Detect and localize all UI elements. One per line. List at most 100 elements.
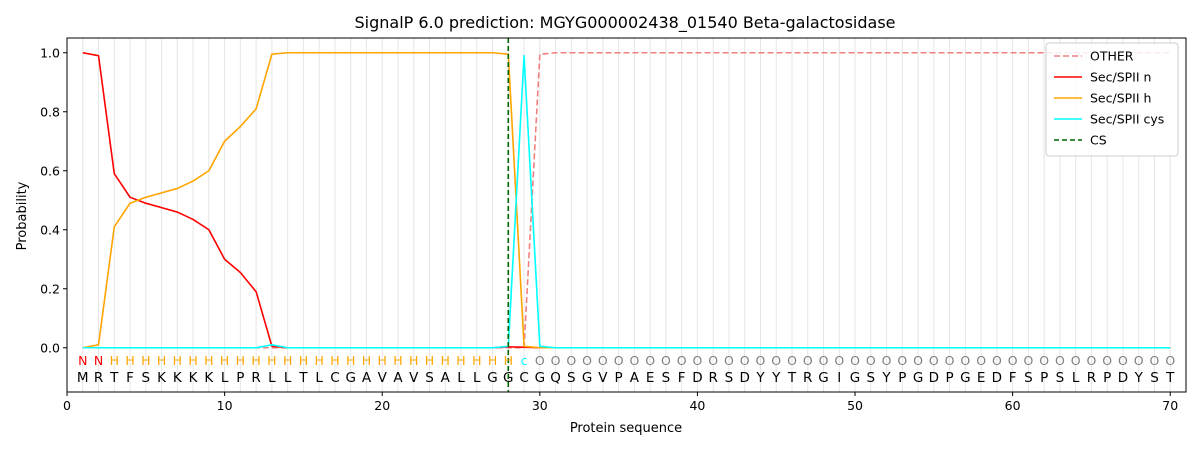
residue-letter: T xyxy=(298,370,308,386)
grid-layer xyxy=(82,38,1171,392)
region-label: O xyxy=(834,353,844,368)
residue-letter: P xyxy=(236,370,244,386)
region-label: O xyxy=(1055,353,1065,368)
residue-letter: K xyxy=(157,370,167,386)
region-label: O xyxy=(913,353,923,368)
residue-letter: D xyxy=(740,370,750,386)
x-tick-label: 0 xyxy=(63,398,71,413)
region-label: O xyxy=(1039,353,1049,368)
residue-letter: E xyxy=(646,370,655,386)
region-label: O xyxy=(850,353,860,368)
residue-letter: L xyxy=(473,370,481,386)
residue-letter: G xyxy=(913,370,923,386)
region-label: O xyxy=(1087,353,1097,368)
residue-letter: Y xyxy=(755,370,765,386)
residue-letter: L xyxy=(221,370,229,386)
region-label: H xyxy=(299,353,308,368)
residue-letter: R xyxy=(94,370,103,386)
residue-letter: S xyxy=(725,370,734,386)
region-label: O xyxy=(819,353,829,368)
y-axis-label: Probability xyxy=(15,181,30,250)
region-label: H xyxy=(157,353,166,368)
y-tick-label: 1.0 xyxy=(40,45,60,60)
region-label: H xyxy=(314,353,323,368)
residue-letter: D xyxy=(929,370,939,386)
residue-letter: Y xyxy=(1134,370,1144,386)
residue-letter: F xyxy=(1009,370,1017,386)
region-label: O xyxy=(960,353,970,368)
residue-letter: L xyxy=(1072,370,1080,386)
legend-label: OTHER xyxy=(1090,49,1134,64)
residue-letter: V xyxy=(409,370,419,386)
region-label: O xyxy=(976,353,986,368)
series-line-sec-spii-n xyxy=(82,51,1171,349)
legend-label: CS xyxy=(1090,133,1107,148)
region-label: O xyxy=(1134,353,1144,368)
residue-letter: S xyxy=(1056,370,1065,386)
residue-letter: R xyxy=(708,370,717,386)
y-tick-label: 0.2 xyxy=(40,281,60,296)
region-label: H xyxy=(236,353,245,368)
region-label: H xyxy=(393,353,402,368)
residue-letter: V xyxy=(378,370,388,386)
residue-letter: F xyxy=(678,370,686,386)
region-label: O xyxy=(1023,353,1033,368)
x-tick-label: 40 xyxy=(689,398,705,413)
residue-letter: P xyxy=(1103,370,1111,386)
region-label: O xyxy=(929,353,939,368)
region-label: O xyxy=(740,353,750,368)
region-label: H xyxy=(425,353,434,368)
region-label: H xyxy=(409,353,418,368)
residue-letter: A xyxy=(393,370,403,386)
legend-label: Sec/SPII n xyxy=(1090,70,1151,85)
region-label: H xyxy=(346,353,355,368)
x-tick-label: 70 xyxy=(1162,398,1178,413)
residue-letter: S xyxy=(1150,370,1159,386)
residue-letter: I xyxy=(837,370,841,386)
residue-letter: S xyxy=(866,370,875,386)
residue-letter: P xyxy=(615,370,623,386)
region-label: O xyxy=(614,353,624,368)
region-label: H xyxy=(488,353,497,368)
region-label: O xyxy=(629,353,639,368)
region-label: O xyxy=(693,353,703,368)
residue-letter: G xyxy=(582,370,592,386)
series-line-other xyxy=(82,51,1171,349)
region-label: O xyxy=(787,353,797,368)
region-label: O xyxy=(1008,353,1018,368)
residue-letter: D xyxy=(1118,370,1128,386)
residue-letter: G xyxy=(487,370,497,386)
residue-letter: F xyxy=(126,370,134,386)
x-tick-label: 60 xyxy=(1005,398,1021,413)
region-label: O xyxy=(756,353,766,368)
series-line-sec-spii-h xyxy=(82,51,1171,349)
region-label: O xyxy=(992,353,1002,368)
residue-letter: D xyxy=(692,370,702,386)
residue-letter: R xyxy=(251,370,260,386)
residue-letter: P xyxy=(898,370,906,386)
region-label: O xyxy=(866,353,876,368)
residue-letter: G xyxy=(345,370,355,386)
residue-letter: S xyxy=(425,370,434,386)
residue-letter: D xyxy=(992,370,1002,386)
legend-label: Sec/SPII cys xyxy=(1090,112,1164,127)
residue-letter: T xyxy=(787,370,797,386)
residue-letter: A xyxy=(441,370,451,386)
residue-letter: K xyxy=(204,370,214,386)
region-label: H xyxy=(378,353,387,368)
chart-title: SignalP 6.0 prediction: MGYG000002438_01… xyxy=(354,13,895,33)
residue-letter: S xyxy=(567,370,576,386)
region-label: O xyxy=(598,353,608,368)
y-tick-label: 0.4 xyxy=(40,222,60,237)
residue-letter: G xyxy=(850,370,860,386)
region-label: O xyxy=(1165,353,1175,368)
x-tick-label: 20 xyxy=(374,398,390,413)
residue-letter: M xyxy=(77,370,89,386)
plot-frame xyxy=(66,37,1187,393)
region-label: H xyxy=(125,353,134,368)
x-tick-label: 50 xyxy=(847,398,863,413)
residue-letter: P xyxy=(1040,370,1048,386)
region-label: c xyxy=(521,353,528,368)
region-label: O xyxy=(945,353,955,368)
region-label: O xyxy=(551,353,561,368)
